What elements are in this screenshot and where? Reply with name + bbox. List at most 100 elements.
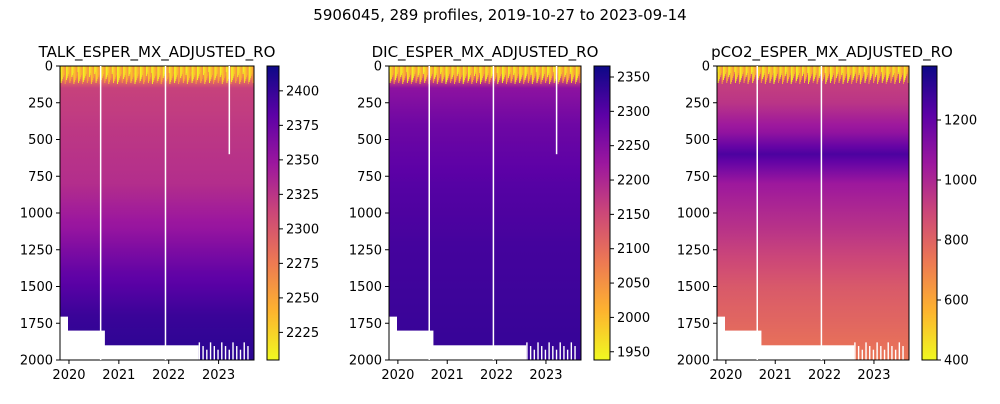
profile-surface-cell [158,66,159,79]
profile-surface-cell [416,66,418,81]
x-tick-label: 2020 [709,368,742,383]
profile-surface-cell [70,66,72,81]
profile-surface-cell [790,66,792,73]
profile-surface-cell [815,66,817,73]
profile-surface-cell [432,66,434,83]
profile-surface-cell [500,66,502,74]
profile-surface-cell [857,66,859,79]
profile-surface-cell [569,66,571,74]
profile-surface-cell [718,66,720,79]
profile-surface-cell [414,66,416,74]
profile-surface-cell [161,66,163,82]
profile-surface-cell [733,66,735,74]
no-data-streak [239,349,242,360]
profile-surface-cell [472,66,474,80]
profile-surface-cell [124,66,126,75]
profile-surface-cell [209,66,210,83]
profile-surface-cell [513,66,515,75]
profile-surface-cell [738,66,740,73]
profile-surface-cell [205,66,207,80]
figure-suptitle: 5906045, 289 profiles, 2019-10-27 to 202… [313,6,686,24]
heatmap-talk [59,65,255,361]
colorbar-scale [266,65,280,361]
profile-surface-cell [231,66,233,80]
profile-surface-cell [220,66,222,75]
profile-surface-cell [901,66,902,77]
profile-surface-cell [794,66,796,74]
y-tick-label: 0 [702,60,710,75]
profile-surface-cell [196,66,198,80]
profile-surface-cell [869,66,871,82]
profile-surface-cell [563,66,565,81]
profile-surface-cell [521,66,523,75]
profile-surface-cell [505,66,507,84]
profile-surface-cell [74,66,76,80]
profile-surface-cell [139,66,141,81]
profile-surface-cell [482,66,483,78]
profile-surface-cell [468,66,470,79]
profile-surface-cell [879,66,881,78]
profile-surface-cell [202,66,204,75]
profile-surface-cell [799,66,801,84]
profile-surface-cell [488,66,490,84]
profile-surface-cell [739,66,741,82]
no-data-streak [221,342,223,360]
profile-surface-cell [168,66,170,75]
profile-surface-cell [155,66,157,74]
profile-surface-cell [175,66,177,79]
profile-surface-cell [878,66,880,80]
profile-surface-cell [865,66,867,79]
profile-surface-cell [579,66,581,83]
profile-surface-cell [464,66,466,78]
profile-surface-cell [104,66,106,83]
profile-surface-cell [508,66,510,76]
profile-surface-cell [116,66,118,73]
profile-surface-cell [740,66,742,78]
profile-surface-cell [226,66,228,83]
profile-surface-cell [888,66,890,76]
profile-surface-cell [786,66,788,72]
no-data-streak [857,346,860,360]
profile-surface-cell [823,66,825,75]
profile-surface-cell [421,66,423,78]
profile-surface-cell [247,66,249,73]
profile-surface-cell [423,66,425,72]
profile-surface-cell [730,66,732,82]
profile-surface-cell [906,66,908,74]
profile-surface-cell [734,66,736,83]
profile-surface-cell [874,66,876,79]
profile-surface-cell [87,66,89,81]
profile-surface-cell [572,66,574,79]
no-data-streak [894,349,897,360]
profile-surface-cell [817,66,819,80]
profile-surface-cell [96,66,98,81]
profile-surface-cell [213,66,215,82]
profile-surface-cell [182,66,184,83]
profile-surface-cell [225,66,227,72]
profile-surface-cell [558,66,560,82]
y-tick-label: 1000 [349,207,382,222]
profile-surface-cell [227,66,229,79]
profile-surface-cell [553,66,555,72]
profile-surface-cell [871,66,873,74]
profile-surface-cell [85,66,87,74]
profile-surface-cell [770,66,772,81]
profile-surface-cell [223,66,225,80]
profile-surface-cell [839,66,841,79]
no-data-streak [236,346,238,360]
profile-surface-cell [400,66,402,75]
profile-surface-cell [810,66,812,76]
profile-surface-cell [849,66,851,77]
y-tick-label: 2000 [677,354,710,369]
profile-surface-cell [763,66,765,75]
profile-surface-cell [440,66,442,72]
profile-surface-cell [475,66,477,72]
profile-surface-cell [174,66,176,81]
no-data-region [60,345,199,360]
profile-surface-cell [135,66,137,80]
profile-surface-cell [902,66,904,73]
no-data-streak [872,349,875,360]
profile-surface-cell [509,66,511,74]
profile-surface-cell [194,66,196,73]
profile-surface-cell [400,66,402,77]
